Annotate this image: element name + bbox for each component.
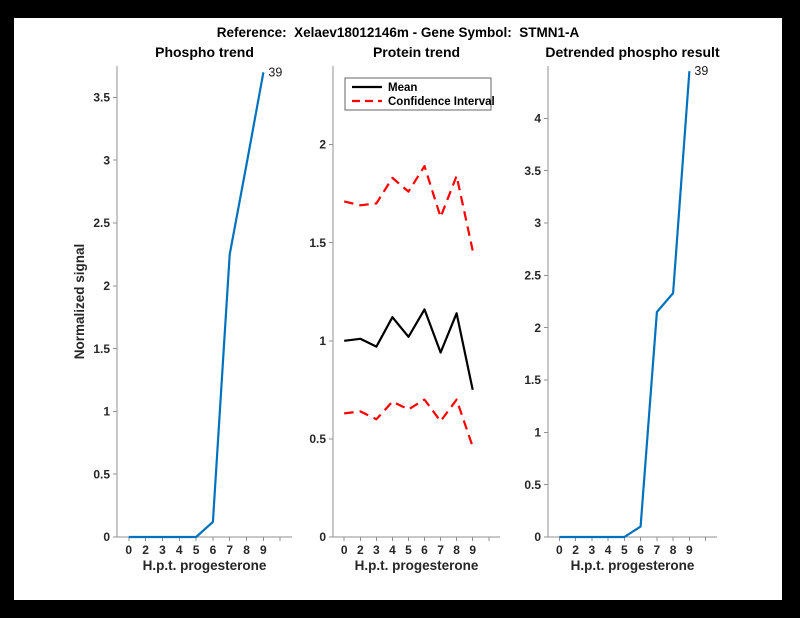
y-tick-label: 3 bbox=[534, 216, 541, 230]
x-tick-label: 4 bbox=[389, 543, 396, 557]
legend-box bbox=[344, 77, 492, 111]
y-tick-label: 0.5 bbox=[524, 478, 541, 492]
y-tick-label: 3.5 bbox=[524, 164, 541, 178]
y-tick-label: 1.5 bbox=[524, 373, 541, 387]
axes-spines bbox=[547, 66, 717, 538]
x-tick-label: 2 bbox=[142, 543, 149, 557]
x-tick-label: 4 bbox=[176, 543, 183, 557]
x-tick-label: 3 bbox=[589, 543, 596, 557]
charts-canvas: 00.511.522.533.50 2 3 4 5 6 7 8 9H.p.t. progeste… bbox=[72, 44, 720, 573]
subplot-phospho-trend: 00.511.522.533.50 2 3 4 5 6 7 8 9H.p.t. progeste… bbox=[72, 44, 292, 573]
series-line-mean bbox=[344, 308, 474, 391]
axes-spines bbox=[332, 66, 500, 538]
subplot-title: Protein trend bbox=[373, 44, 460, 60]
y-tick-label: 1 bbox=[534, 426, 541, 440]
x-tick-label: 7 bbox=[437, 543, 444, 557]
x-tick-label: 4 bbox=[605, 543, 612, 557]
y-tick-label: 0.5 bbox=[309, 432, 326, 446]
y-tick-label: 3 bbox=[103, 153, 110, 167]
endpoint-annotation: 39 bbox=[268, 65, 282, 79]
x-tick-label: 0 bbox=[556, 543, 563, 557]
x-tick-label: 9 bbox=[260, 543, 267, 557]
y-tick-label: 1 bbox=[319, 334, 326, 348]
x-tick-label: 5 bbox=[405, 543, 412, 557]
x-tick-label: 8 bbox=[453, 543, 460, 557]
y-tick-label: 1 bbox=[103, 405, 110, 419]
x-tick-label: 8 bbox=[670, 543, 677, 557]
y-tick-label: 2 bbox=[319, 138, 326, 152]
x-tick-label: 3 bbox=[373, 543, 380, 557]
x-tick-label: 8 bbox=[243, 543, 250, 557]
legend-entry-label: Mean bbox=[388, 82, 417, 94]
x-tick-label: 2 bbox=[357, 543, 364, 557]
x-tick-label: 5 bbox=[193, 543, 200, 557]
x-tick-label: 2 bbox=[572, 543, 579, 557]
matlab-figure: Reference: Xelaev18012146m - Gene Symbol… bbox=[14, 18, 782, 600]
subplot-title: Phospho trend bbox=[155, 44, 254, 60]
y-tick-label: 2 bbox=[103, 279, 110, 293]
y-tick-label: 4 bbox=[534, 112, 541, 126]
x-axis-label: H.p.t. progesterone bbox=[571, 558, 695, 573]
endpoint-annotation: 39 bbox=[694, 64, 708, 78]
x-tick-label: 6 bbox=[210, 543, 217, 557]
y-tick-label: 0.5 bbox=[93, 467, 110, 481]
x-tick-label: 9 bbox=[469, 543, 476, 557]
subplot-protein-trend: 00.511.520 2 3 4 5 6 7 8 9H.p.t. progesteronePro… bbox=[309, 44, 500, 573]
x-tick-label: 0 bbox=[341, 543, 348, 557]
x-tick-label: 7 bbox=[226, 543, 233, 557]
x-tick-label: 6 bbox=[421, 543, 428, 557]
series-line-confidence-interval-upper bbox=[343, 165, 474, 251]
series-line-detrended-phospho-signal bbox=[559, 71, 691, 539]
series-line-phospho-signal bbox=[128, 72, 265, 539]
y-tick-label: 1.5 bbox=[93, 342, 110, 356]
y-tick-label: 0 bbox=[103, 530, 110, 544]
y-tick-label: 2.5 bbox=[524, 269, 541, 283]
y-tick-label: 0 bbox=[319, 530, 326, 544]
legend: Mean Confidence Interval bbox=[344, 77, 495, 111]
subplot-title: Detrended phospho result bbox=[545, 44, 720, 60]
x-axis-label: H.p.t. progesterone bbox=[143, 558, 267, 573]
y-tick-label: 2.5 bbox=[93, 216, 110, 230]
series-line-confidence-interval-lower bbox=[344, 398, 474, 448]
legend-entry-label: Confidence Interval bbox=[388, 96, 495, 108]
x-tick-label: 6 bbox=[637, 543, 644, 557]
x-tick-label: 3 bbox=[159, 543, 166, 557]
y-axis-label: Normalized signal bbox=[72, 244, 87, 360]
x-axis-label: H.p.t. progesterone bbox=[355, 558, 479, 573]
x-tick-label: 5 bbox=[621, 543, 628, 557]
y-tick-label: 0 bbox=[534, 530, 541, 544]
subplot-detrended-phospho-result: 00.511.522.533.540 2 3 4 5 6 7 8 9H.p.t. progest… bbox=[524, 44, 720, 573]
x-tick-label: 0 bbox=[125, 543, 132, 557]
y-tick-label: 3.5 bbox=[93, 91, 110, 105]
x-tick-label: 9 bbox=[686, 543, 693, 557]
figure-title: Reference: Xelaev18012146m - Gene Symbol… bbox=[216, 25, 580, 40]
x-tick-label: 7 bbox=[654, 543, 661, 557]
y-tick-label: 1.5 bbox=[309, 236, 326, 250]
axes-spines bbox=[116, 66, 292, 538]
y-tick-label: 2 bbox=[534, 321, 541, 335]
